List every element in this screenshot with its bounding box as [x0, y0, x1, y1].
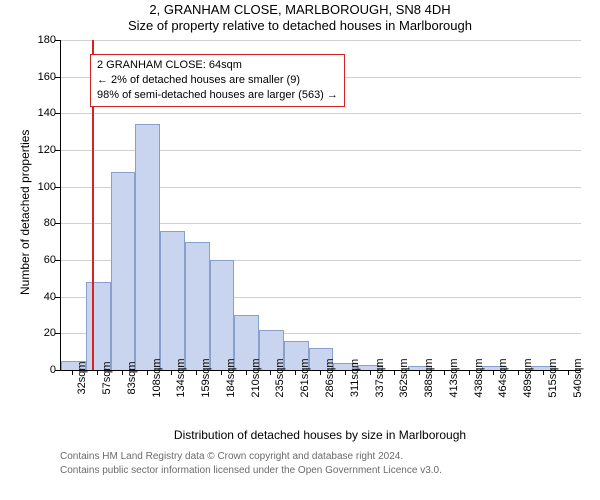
xtick-mark	[270, 370, 271, 375]
xtick-label: 32sqm	[76, 361, 88, 394]
xtick-label: 57sqm	[101, 361, 113, 394]
xtick-label: 108sqm	[151, 358, 163, 397]
gridline	[61, 113, 581, 114]
ytick-mark	[55, 150, 60, 151]
xtick-label: 261sqm	[299, 358, 311, 397]
xtick-mark	[394, 370, 395, 375]
gridline	[61, 40, 581, 41]
xtick-mark	[469, 370, 470, 375]
ytick-mark	[55, 333, 60, 334]
chart-title-2: Size of property relative to detached ho…	[0, 18, 600, 33]
xtick-mark	[295, 370, 296, 375]
xtick-mark	[246, 370, 247, 375]
xtick-label: 438sqm	[473, 358, 485, 397]
callout-line-2: ← 2% of detached houses are smaller (9)	[97, 73, 338, 88]
xtick-label: 337sqm	[374, 358, 386, 397]
ytick-mark	[55, 187, 60, 188]
ytick-mark	[55, 370, 60, 371]
histogram-bar	[160, 231, 185, 370]
xtick-label: 311sqm	[349, 359, 361, 397]
ytick-label: 0	[0, 364, 56, 376]
xtick-mark	[370, 370, 371, 375]
xtick-mark	[320, 370, 321, 375]
xtick-label: 134sqm	[175, 358, 187, 397]
xtick-label: 464sqm	[497, 358, 509, 397]
histogram-bar	[86, 282, 111, 370]
xtick-label: 286sqm	[324, 358, 336, 397]
ytick-label: 140	[0, 107, 56, 119]
ytick-label: 160	[0, 71, 56, 83]
xtick-label: 489sqm	[522, 358, 534, 397]
ytick-mark	[55, 113, 60, 114]
xtick-label: 362sqm	[398, 358, 410, 397]
xtick-label: 515sqm	[547, 358, 559, 397]
xtick-mark	[345, 370, 346, 375]
callout-line-1: 2 GRANHAM CLOSE: 64sqm	[97, 58, 338, 73]
histogram-bar	[111, 172, 136, 370]
xtick-label: 540sqm	[572, 358, 584, 397]
x-axis-label: Distribution of detached houses by size …	[60, 428, 580, 442]
callout-line-3: 98% of semi-detached houses are larger (…	[97, 88, 338, 103]
chart-container: 2, GRANHAM CLOSE, MARLBOROUGH, SN8 4DH S…	[0, 0, 600, 500]
footer-line-1: Contains HM Land Registry data © Crown c…	[60, 450, 442, 464]
ytick-label: 20	[0, 327, 56, 339]
xtick-mark	[518, 370, 519, 375]
histogram-bar	[135, 124, 160, 370]
ytick-mark	[55, 223, 60, 224]
y-axis-label: Number of detached properties	[18, 130, 32, 295]
xtick-mark	[221, 370, 222, 375]
footer-line-2: Contains public sector information licen…	[60, 464, 442, 478]
xtick-mark	[543, 370, 544, 375]
xtick-mark	[568, 370, 569, 375]
callout-box: 2 GRANHAM CLOSE: 64sqm ← 2% of detached …	[90, 54, 345, 107]
ytick-label: 180	[0, 34, 56, 46]
xtick-mark	[444, 370, 445, 375]
xtick-mark	[171, 370, 172, 375]
footer-attribution: Contains HM Land Registry data © Crown c…	[60, 450, 442, 477]
histogram-bar	[210, 260, 235, 370]
xtick-label: 388sqm	[423, 358, 435, 397]
xtick-mark	[196, 370, 197, 375]
xtick-mark	[97, 370, 98, 375]
ytick-mark	[55, 297, 60, 298]
xtick-label: 83sqm	[126, 361, 138, 394]
chart-title-1: 2, GRANHAM CLOSE, MARLBOROUGH, SN8 4DH	[0, 2, 600, 17]
xtick-mark	[419, 370, 420, 375]
xtick-label: 210sqm	[250, 358, 262, 397]
xtick-mark	[147, 370, 148, 375]
xtick-mark	[122, 370, 123, 375]
xtick-mark	[72, 370, 73, 375]
xtick-mark	[493, 370, 494, 375]
xtick-label: 413sqm	[448, 358, 460, 397]
histogram-bar	[185, 242, 210, 370]
xtick-label: 184sqm	[225, 358, 237, 397]
ytick-mark	[55, 260, 60, 261]
ytick-mark	[55, 40, 60, 41]
ytick-mark	[55, 77, 60, 78]
xtick-label: 235sqm	[274, 358, 286, 397]
xtick-label: 159sqm	[200, 358, 212, 397]
